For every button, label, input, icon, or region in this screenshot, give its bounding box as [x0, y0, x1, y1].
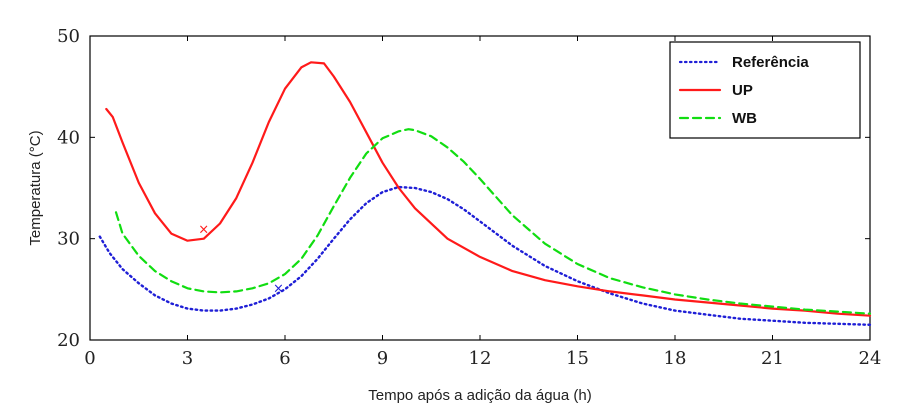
y-axis-label: Temperatura (°C) — [27, 130, 44, 245]
x-tick-label: 24 — [859, 348, 882, 369]
y-tick-label: 20 — [57, 330, 80, 351]
y-tick-label: 50 — [57, 26, 80, 47]
x-tick-label: 9 — [377, 348, 388, 369]
tick-layer: 0 3 6 9 12 15 18 21 24 20 30 40 50 — [57, 26, 881, 369]
annotation-marker: × — [273, 281, 284, 296]
x-tick-label: 12 — [469, 348, 492, 369]
series-layer — [98, 61, 872, 326]
y-tick-label: 40 — [57, 127, 80, 148]
legend: Referência UP WB — [669, 41, 861, 139]
x-tick-label: 0 — [84, 348, 95, 369]
legend-label: WB — [732, 110, 757, 127]
series-line-up — [105, 61, 872, 317]
legend-label: Referência — [732, 54, 809, 71]
legend-label: UP — [732, 82, 753, 99]
annotation-marker: × — [198, 223, 209, 238]
x-tick-label: 21 — [761, 348, 784, 369]
x-tick-label: 15 — [566, 348, 589, 369]
series-line-wb — [114, 128, 872, 315]
series-line-refer-ncia — [98, 185, 872, 326]
y-tick-label: 30 — [57, 229, 80, 250]
x-tick-label: 3 — [182, 348, 193, 369]
marker-layer: ×× — [198, 223, 284, 297]
x-tick-label: 6 — [279, 348, 290, 369]
x-tick-label: 18 — [664, 348, 687, 369]
x-axis-label: Tempo após a adição da água (h) — [368, 387, 591, 404]
